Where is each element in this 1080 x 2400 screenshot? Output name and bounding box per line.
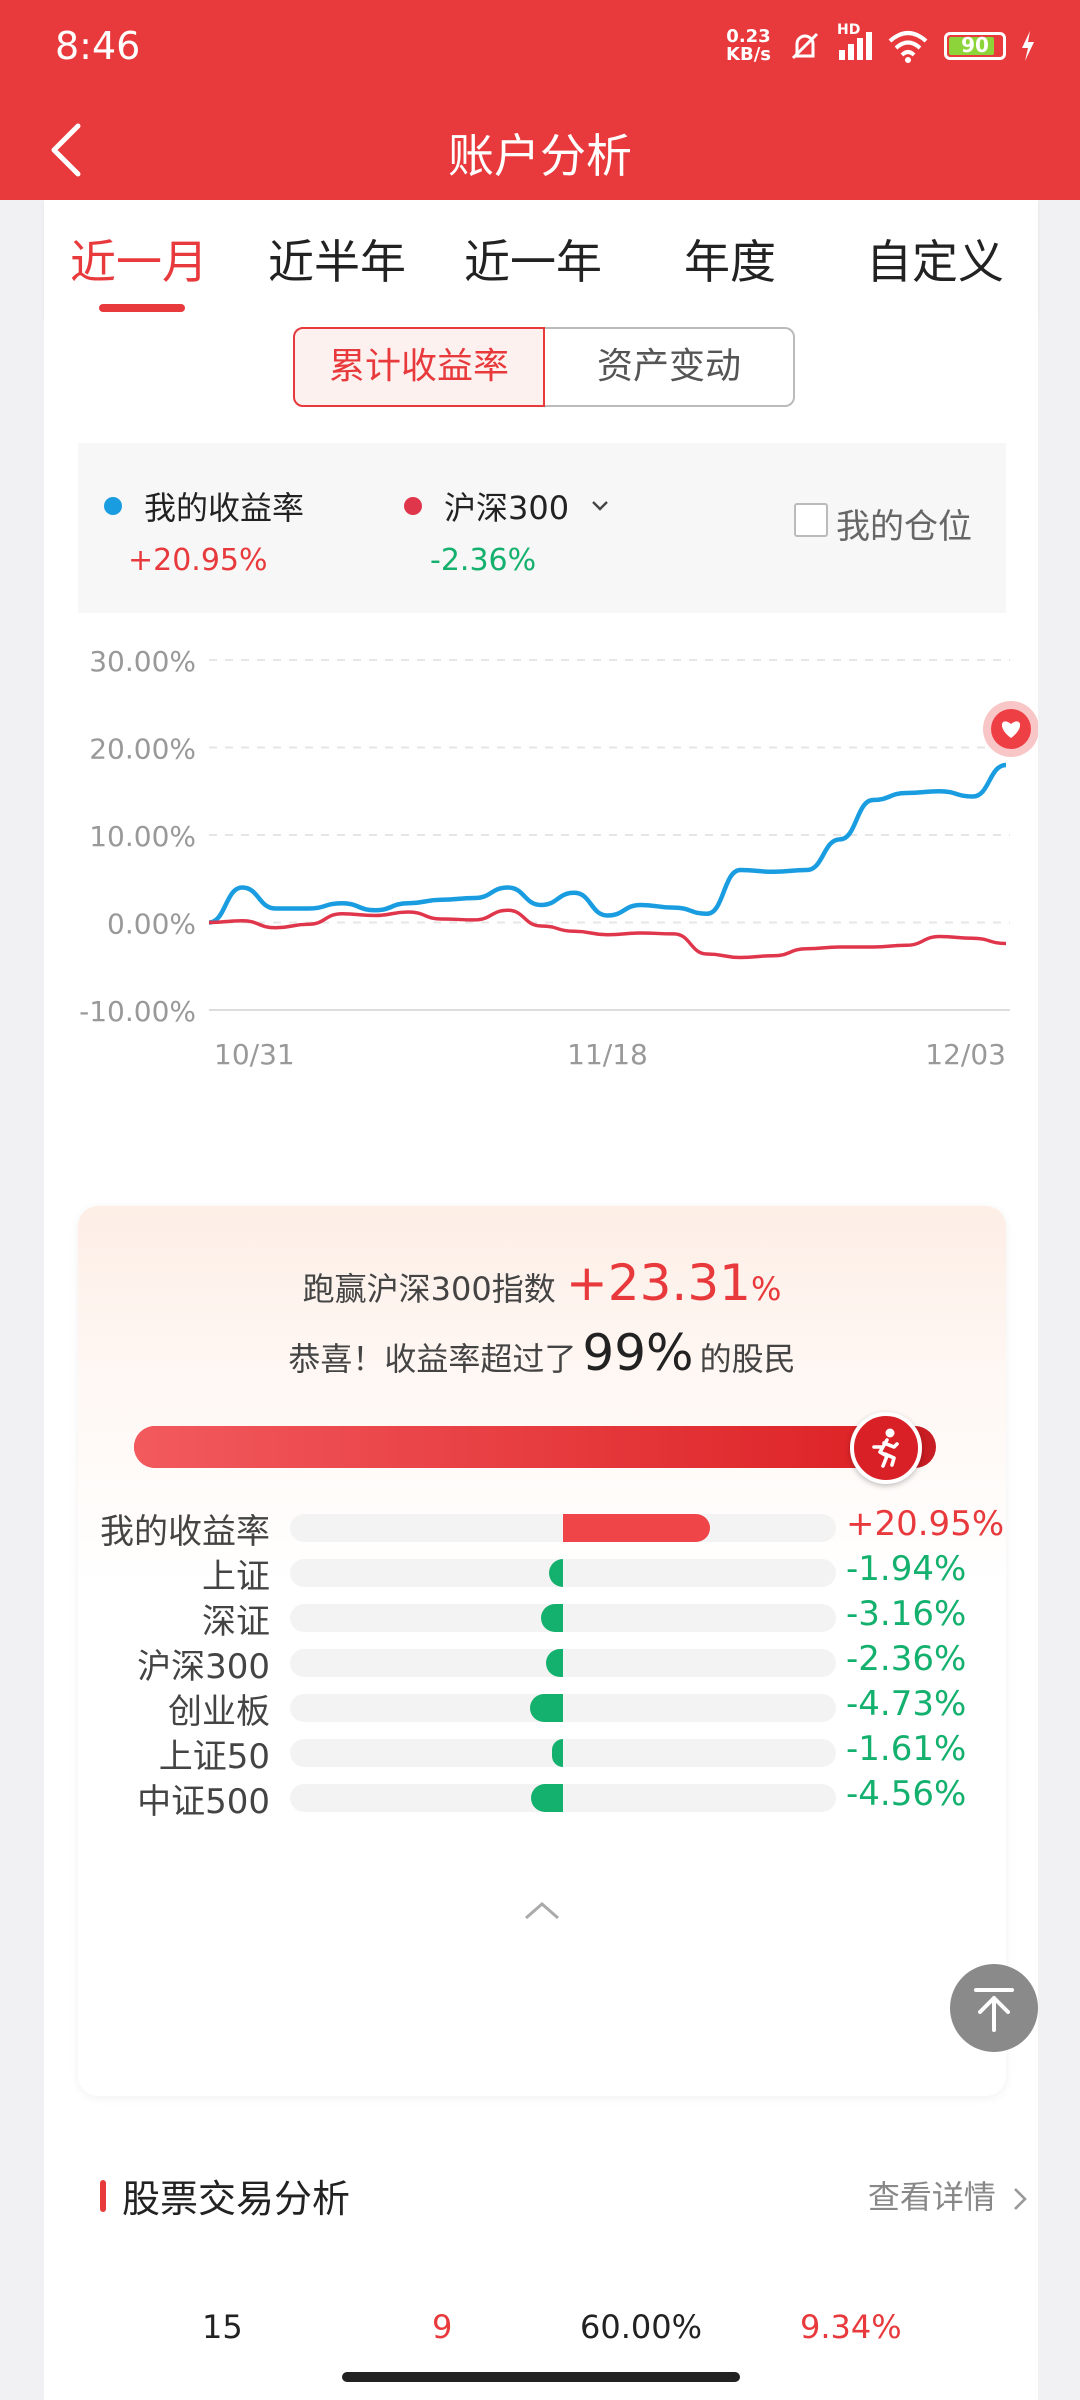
position-label: 我的仓位 — [836, 507, 972, 547]
chevron-down-icon — [592, 501, 609, 511]
cumulative-return-button[interactable]: 累计收益率 — [293, 327, 545, 407]
signal-icon: HD — [837, 22, 872, 60]
index-row-hs300: 沪深300 -2.36% — [137, 1639, 967, 1687]
rank-progress-bar — [134, 1426, 936, 1468]
y-tick-label: -10.00% — [79, 995, 196, 1028]
legend-dot-blue — [104, 497, 122, 515]
rank-line: 恭喜！收益率超过了 99% 的股民 — [288, 1324, 796, 1382]
y-tick-label: 20.00% — [89, 733, 196, 766]
return-line-chart: 30.00% 20.00% 10.00% 0.00% -10.00% 10/31 11/18… — [79, 645, 1038, 1071]
series-line-my-return — [208, 762, 1007, 925]
chevron-up-icon[interactable] — [521, 1898, 563, 1924]
status-time: 8:46 — [55, 24, 141, 68]
tab-underline — [99, 304, 185, 312]
index-bar — [529, 1694, 563, 1722]
trade-analysis-title: 股票交易分析 — [122, 2177, 351, 2221]
back-to-top-button[interactable] — [950, 1964, 1038, 2052]
beat-value: +23.31 — [565, 1254, 751, 1312]
mute-icon — [791, 32, 819, 60]
index-row-shenzhen: 深证 -3.16% — [202, 1594, 967, 1642]
tab-custom[interactable]: 自定义 — [866, 235, 1004, 289]
beat-index-line: 跑赢沪深300指数 +23.31% — [302, 1254, 782, 1312]
index-bar — [551, 1739, 563, 1767]
index-bar — [549, 1559, 563, 1587]
y-tick-label: 30.00% — [89, 645, 196, 678]
page-title: 账户分析 — [448, 129, 632, 183]
trade-win-rate: 60.00% — [580, 2308, 703, 2346]
battery-icon: 90 — [944, 32, 1006, 60]
heart-icon — [1001, 721, 1021, 738]
trade-win-count: 9 — [432, 2308, 453, 2346]
home-indicator — [342, 2372, 740, 2382]
index-row-mine: 我的收益率 +20.95% — [100, 1504, 1005, 1552]
rank-value: 99% — [582, 1324, 694, 1382]
rank-progress-fill — [134, 1426, 881, 1468]
benchmark-card: 跑赢沪深300指数 +23.31% 恭喜！收益率超过了 99% 的股民 我的收益率 … — [78, 1206, 1006, 2096]
tab-last-year[interactable]: 近一年 — [464, 235, 602, 289]
period-tabs: 近一月 近半年 近一年 年度 自定义 — [44, 200, 1038, 318]
index-bar — [540, 1604, 563, 1632]
legend-dot-red — [404, 497, 422, 515]
index-bar — [531, 1784, 563, 1812]
index-row-csi500: 中证500 -4.56% — [137, 1774, 967, 1822]
index-bar — [563, 1514, 710, 1542]
runner-icon — [850, 1412, 923, 1484]
view-details-link[interactable]: 查看详情 — [868, 2172, 1028, 2218]
charging-icon — [1022, 31, 1034, 61]
index-row-shanghai: 上证 -1.94% — [202, 1549, 967, 1597]
legend-index-selector[interactable]: 沪深300 — [404, 483, 610, 529]
wifi-icon — [888, 31, 928, 63]
y-tick-label: 10.00% — [89, 820, 196, 853]
tab-annual[interactable]: 年度 — [684, 235, 776, 289]
x-tick-label: 11/18 — [567, 1038, 648, 1071]
legend-my-return: 我的收益率 — [104, 483, 304, 529]
index-bar — [546, 1649, 563, 1677]
arrow-to-top-icon — [974, 1988, 1014, 2032]
x-tick-label: 10/31 — [214, 1038, 295, 1071]
back-arrow-icon[interactable] — [40, 118, 100, 182]
trade-count: 15 — [202, 2308, 243, 2346]
legend-my-return-value: +20.95% — [128, 543, 268, 578]
legend-index-value: -2.36% — [430, 543, 537, 578]
analysis-card: 累计收益率 资产变动 我的收益率 +20.95% 沪深300 -2.36% 我的… — [44, 318, 1038, 2400]
index-row-chinext: 创业板 -4.73% — [168, 1684, 967, 1732]
chart-legend: 我的收益率 +20.95% 沪深300 -2.36% 我的仓位 — [78, 443, 1006, 613]
y-tick-label: 0.00% — [107, 908, 196, 941]
trade-return: 9.34% — [800, 2308, 902, 2346]
index-row-sse50: 上证50 -1.61% — [158, 1729, 967, 1777]
x-tick-label: 12/03 — [925, 1038, 1006, 1071]
status-icons: 0.23 KB/s HD 90 — [726, 22, 1036, 65]
app-header: 账户分析 — [0, 100, 1080, 200]
series-line-hs300 — [208, 908, 1007, 960]
network-speed: 0.23 KB/s — [726, 26, 771, 65]
section-accent-bar — [100, 2180, 106, 2212]
asset-change-button[interactable]: 资产变动 — [545, 327, 795, 407]
status-bar: 8:46 0.23 KB/s HD 90 — [0, 0, 1080, 100]
tab-half-year[interactable]: 近半年 — [268, 235, 406, 289]
position-checkbox[interactable] — [794, 503, 828, 537]
chevron-right-icon — [1014, 2188, 1027, 2210]
tab-last-month[interactable]: 近一月 — [70, 235, 208, 289]
chart-mode-switch: 累计收益率 资产变动 — [293, 327, 795, 407]
